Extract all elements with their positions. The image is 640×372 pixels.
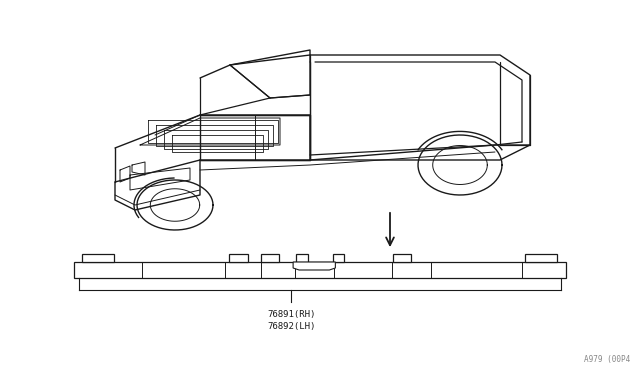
Text: 76891(RH): 76891(RH) bbox=[267, 310, 316, 319]
Text: A979 (00P4: A979 (00P4 bbox=[584, 355, 630, 364]
Polygon shape bbox=[296, 254, 308, 262]
Polygon shape bbox=[333, 254, 344, 262]
Polygon shape bbox=[525, 254, 557, 262]
Text: 76892(LH): 76892(LH) bbox=[267, 322, 316, 331]
Polygon shape bbox=[261, 254, 279, 262]
Polygon shape bbox=[393, 254, 411, 262]
Polygon shape bbox=[293, 262, 335, 270]
Polygon shape bbox=[82, 254, 114, 262]
Polygon shape bbox=[229, 254, 248, 262]
Polygon shape bbox=[74, 262, 566, 278]
